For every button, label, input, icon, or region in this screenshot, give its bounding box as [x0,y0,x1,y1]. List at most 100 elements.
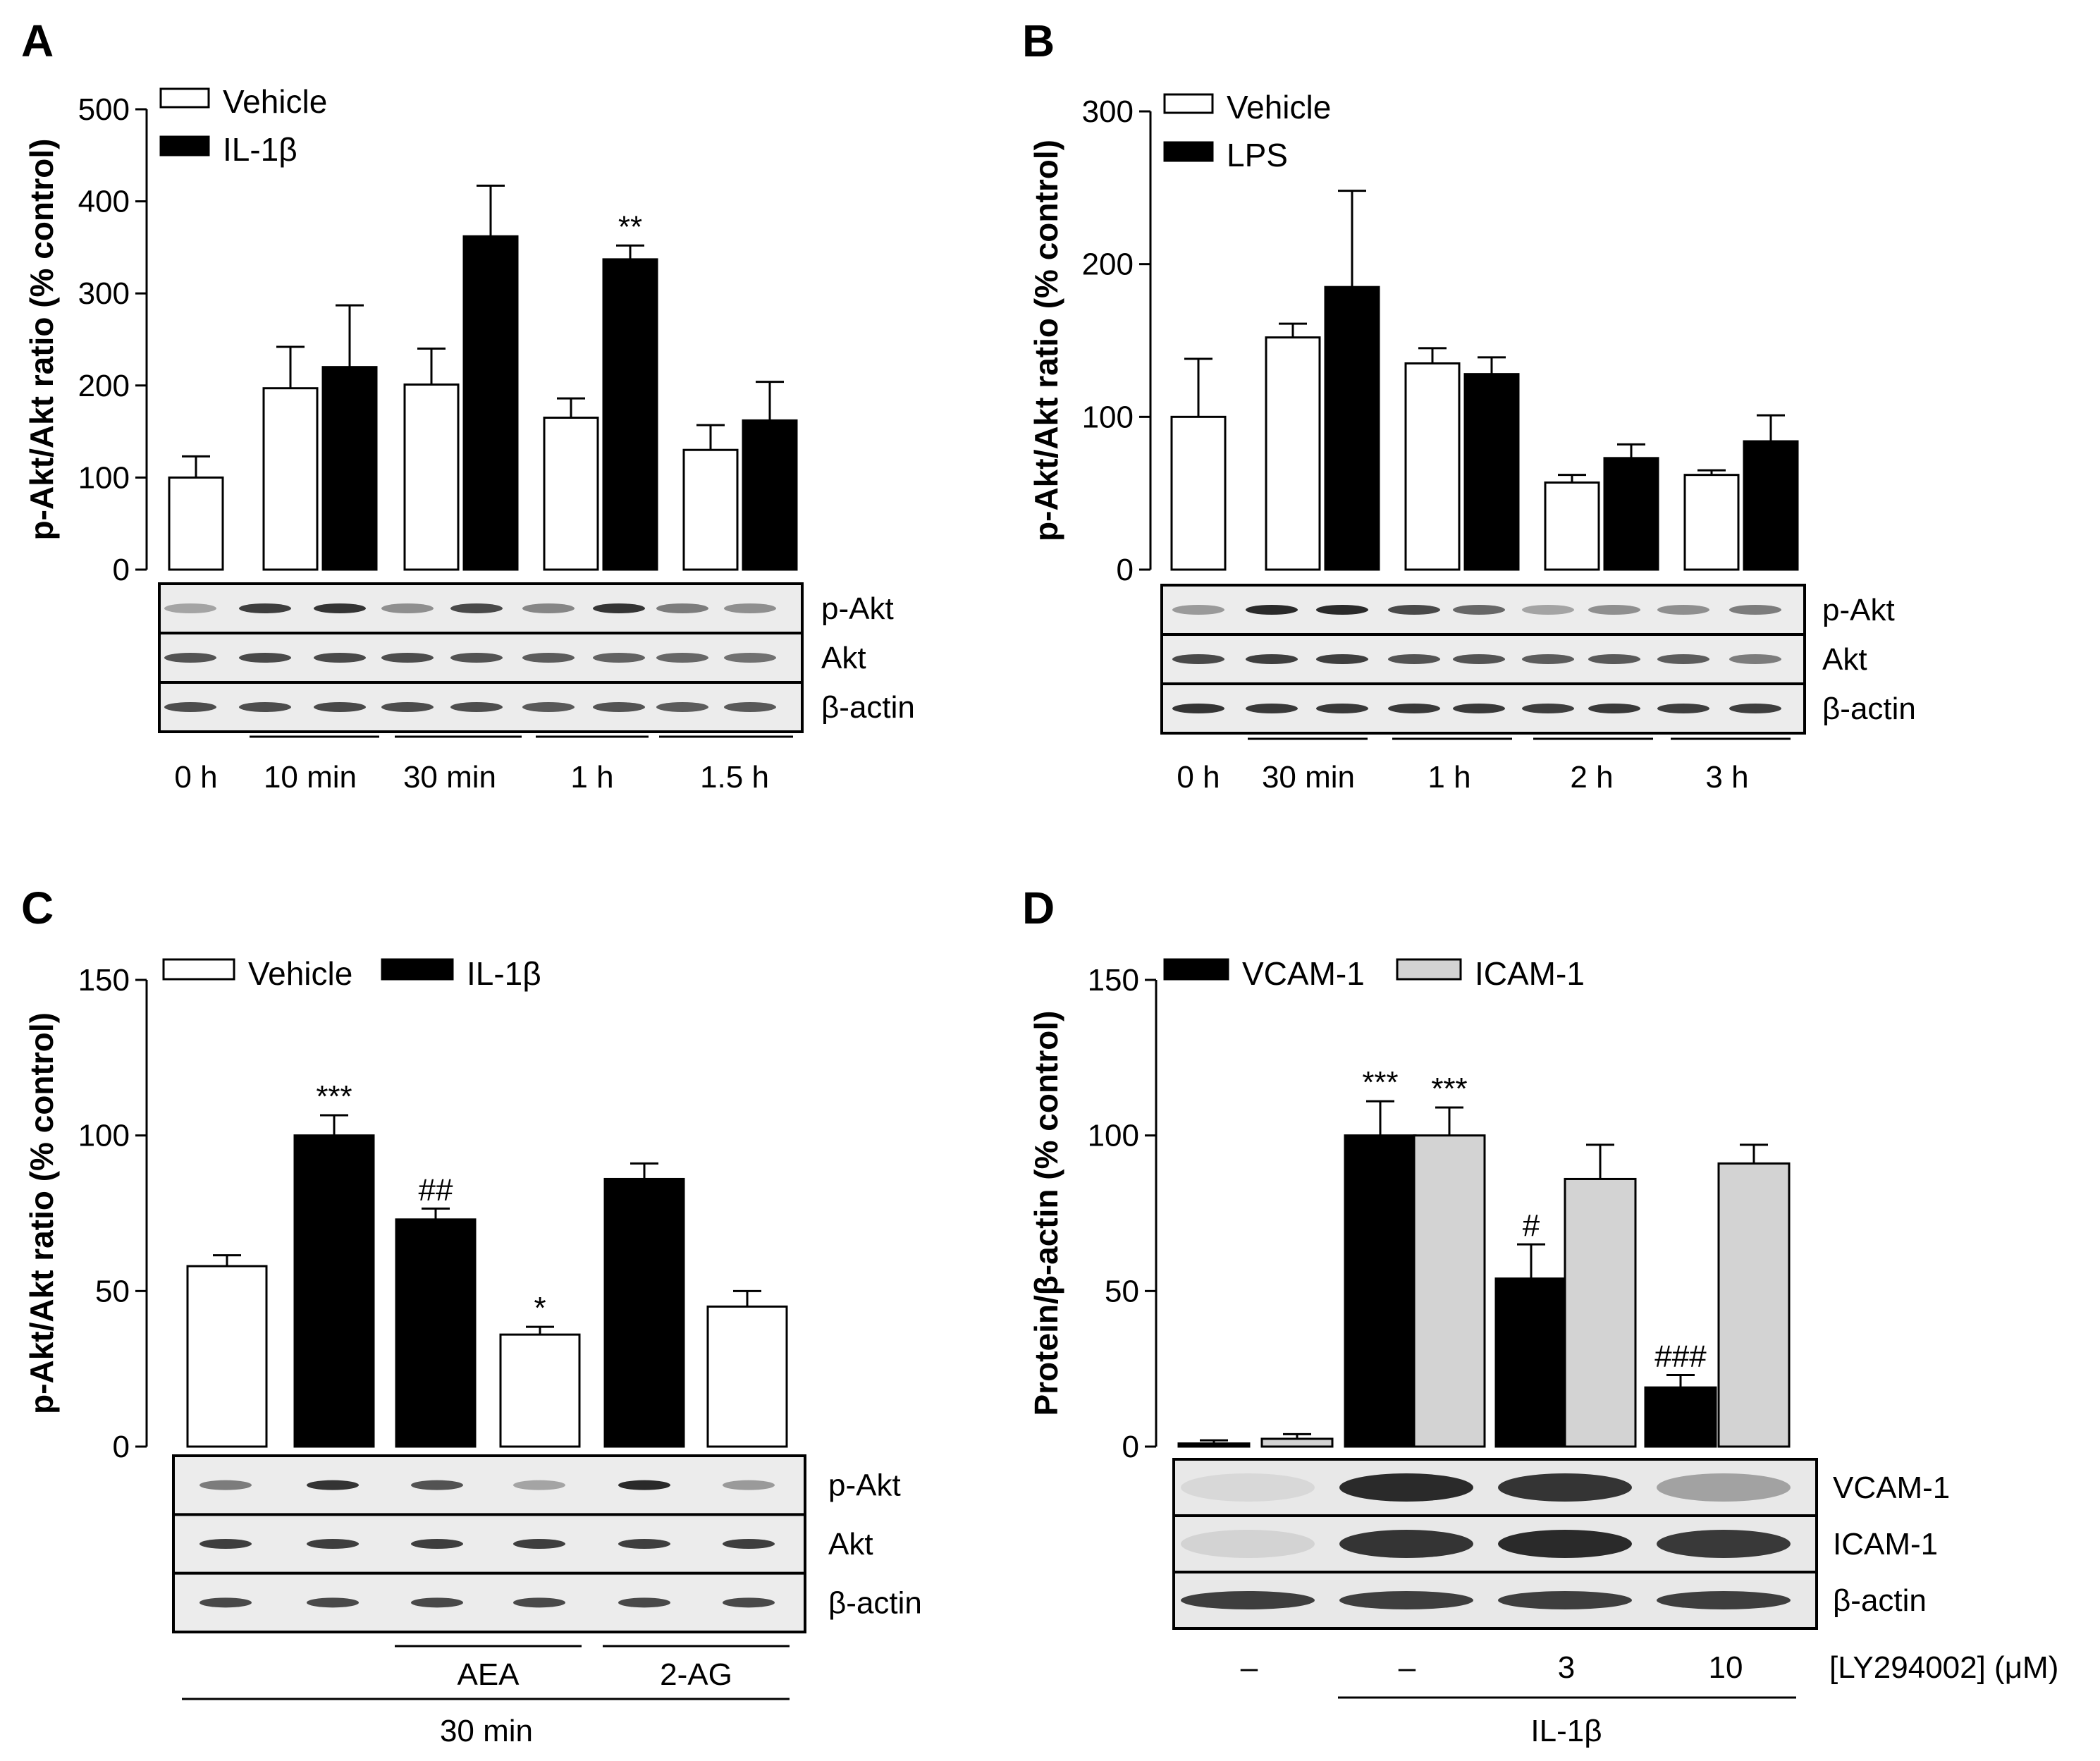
x-category-label: 30 min [1262,760,1355,794]
blot-band [618,1597,670,1608]
significance-marker: *** [316,1079,352,1114]
bar [1743,440,1799,571]
blot-label: p-Akt [821,591,894,626]
blot-label: VCAM-1 [1833,1471,1950,1505]
blot-band [1246,654,1298,664]
blot-band [411,1480,463,1490]
blot-band [1498,1591,1632,1609]
blot-band [513,1597,565,1608]
significance-marker: * [534,1291,546,1325]
bar [168,476,224,571]
blot-band [1657,1530,1791,1558]
bar [1324,286,1380,571]
bar [1170,415,1227,571]
bar [1564,1177,1637,1448]
blot-band [1729,605,1781,615]
blot-band [618,1539,670,1549]
blot-label: Akt [1822,642,1867,677]
blot-band [450,653,503,663]
significance-marker: ** [618,209,642,244]
bar [395,1218,477,1448]
blot-band [307,1480,359,1490]
blot-band [724,603,776,613]
blot-band [164,653,216,663]
bar [1463,373,1520,571]
blot-band [618,1480,670,1490]
legend-swatch [1163,958,1229,981]
x-category-label: 0 h [174,760,217,794]
bar [742,419,798,571]
bar [543,417,599,571]
dose-value: – [1399,1650,1416,1685]
blot-band [1172,605,1224,615]
blot-band [1498,1473,1632,1502]
blot-band [1729,704,1781,713]
blot-band [199,1480,252,1490]
significance-marker: # [1523,1208,1540,1243]
bar [499,1333,581,1448]
blot-band [723,1539,775,1549]
blot-band [522,702,575,712]
legend-label: Vehicle [248,955,352,992]
blot-band [199,1597,252,1608]
blot-band [411,1539,463,1549]
blot-band [1657,1591,1791,1609]
y-tick-label: 0 [113,553,130,587]
panel-letter: C [21,883,54,933]
y-tick-label: 100 [1082,400,1134,434]
y-tick-label: 300 [1082,94,1134,129]
blot-band [513,1480,565,1490]
blot-band [1181,1530,1315,1558]
blot-band [1522,654,1574,664]
bar [1404,362,1461,571]
bar [682,448,739,571]
blot-band [1246,704,1298,713]
blot-band [239,653,291,663]
legend-label: IL-1β [223,131,297,168]
blot-label: ICAM-1 [1833,1527,1938,1561]
blot-band [164,702,216,712]
panel-letter: D [1022,883,1055,933]
blot-band [593,653,645,663]
blot-band [723,1597,775,1608]
blot-band [1316,605,1368,615]
y-axis-label: p-Akt/Akt ratio (% control) [23,1012,60,1414]
legend-swatch [159,87,210,109]
blot-band [1657,704,1709,713]
bar [1413,1134,1486,1448]
blot-band [656,653,708,663]
blot-band [1657,605,1709,615]
blot-band [1172,704,1224,713]
blot-band [1498,1530,1632,1558]
blot-band [1453,605,1505,615]
blot-band [381,653,434,663]
significance-marker: *** [1431,1072,1467,1106]
significance-marker: ### [1654,1339,1707,1373]
blot-band [593,702,645,712]
blot-band [1453,654,1505,664]
legend-label: Vehicle [223,83,327,120]
y-tick-label: 500 [78,92,130,127]
blot-label: p-Akt [828,1468,901,1503]
legend-swatch [162,958,235,981]
dose-value: 3 [1558,1650,1575,1685]
western-blot [172,1454,806,1633]
blot-band [1522,704,1574,713]
bottom-label: IL-1β [1530,1714,1602,1748]
blot-label: p-Akt [1822,593,1895,627]
legend-swatch [1163,93,1214,114]
y-tick-label: 200 [1082,247,1134,282]
blot-band [1316,704,1368,713]
blot-label: β-actin [821,690,915,725]
blot-band [1339,1473,1473,1502]
x-category-label: 1 h [570,760,613,794]
x-category-label: 0 h [1177,760,1220,794]
blot-band [381,702,434,712]
blot-band [723,1480,775,1490]
blot-band [1339,1530,1473,1558]
bar [1603,457,1659,571]
blot-band [724,702,776,712]
bar [1544,481,1600,571]
